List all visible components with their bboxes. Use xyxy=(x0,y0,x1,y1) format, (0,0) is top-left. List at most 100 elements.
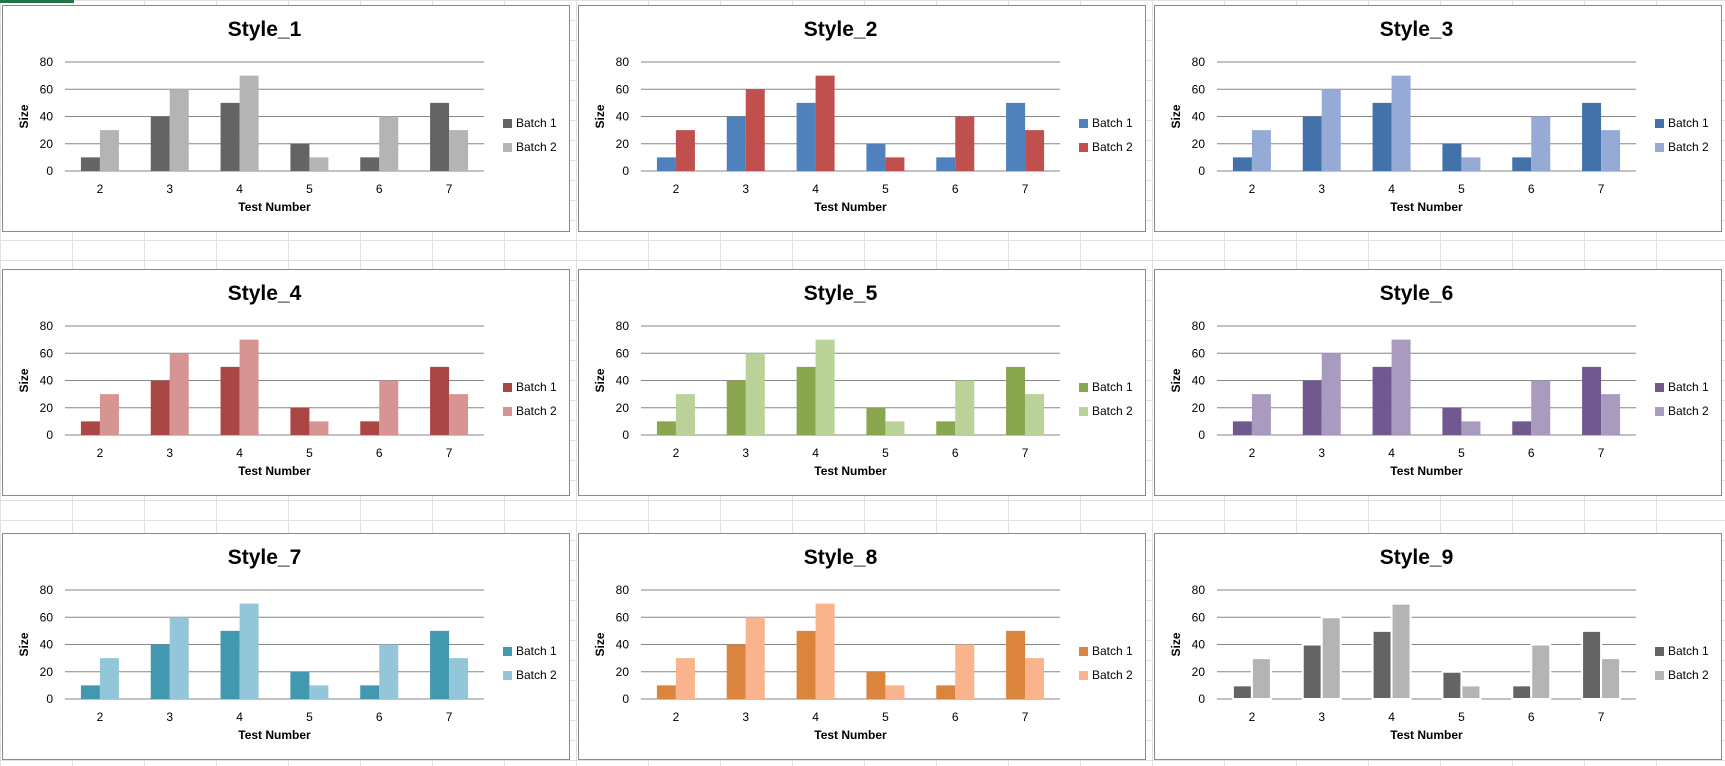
bar-batch-1 xyxy=(1372,102,1392,171)
chart-title: Style_2 xyxy=(804,18,878,41)
y-tick-label: 60 xyxy=(40,346,54,360)
legend-label: Batch 1 xyxy=(516,116,557,130)
bar-batch-2 xyxy=(239,339,259,435)
y-tick-label: 0 xyxy=(1198,164,1205,178)
x-tick-label: 5 xyxy=(306,446,313,460)
bar-batch-1 xyxy=(796,366,816,435)
x-tick-label: 4 xyxy=(236,710,243,724)
bar-batch-1 xyxy=(430,366,450,435)
chart-svg: Style_4 0 20 40 60 80 2 3 4 5 6 7 Test Number Size Bat… xyxy=(17,282,557,478)
legend-label: Batch 2 xyxy=(516,140,557,154)
bar-batch-2 xyxy=(99,130,119,171)
x-tick-label: 6 xyxy=(1528,710,1535,724)
bar-batch-2 xyxy=(885,421,905,435)
legend-label: Batch 1 xyxy=(1092,116,1133,130)
bar-batch-1 xyxy=(150,116,170,171)
x-tick-label: 2 xyxy=(1249,182,1256,196)
y-tick-label: 60 xyxy=(616,82,630,96)
y-tick-label: 80 xyxy=(1192,583,1206,597)
bar-batch-1 xyxy=(430,102,450,171)
bar-batch-2 xyxy=(1600,657,1622,700)
chart-panel-2[interactable]: Style_2 0 20 40 60 80 2 3 4 5 6 7 Test Number Size Bat… xyxy=(578,5,1146,232)
x-tick-label: 6 xyxy=(952,446,959,460)
y-tick-label: 60 xyxy=(1192,346,1206,360)
y-tick-label: 20 xyxy=(40,137,54,151)
legend-swatch xyxy=(1079,671,1088,680)
bar-batch-1 xyxy=(1511,684,1533,700)
bar-batch-1 xyxy=(866,143,886,171)
y-tick-label: 80 xyxy=(616,319,630,333)
legend-label: Batch 2 xyxy=(1092,404,1133,418)
bar-batch-1 xyxy=(656,421,676,435)
y-tick-label: 40 xyxy=(616,638,630,652)
chart-title: Style_6 xyxy=(1380,282,1454,305)
legend-label: Batch 1 xyxy=(1668,644,1709,658)
y-tick-label: 0 xyxy=(46,428,53,442)
x-tick-label: 2 xyxy=(97,446,104,460)
x-tick-label: 5 xyxy=(306,182,313,196)
bar-batch-2 xyxy=(449,658,469,699)
x-axis-label: Test Number xyxy=(1390,464,1463,478)
y-tick-label: 40 xyxy=(616,110,630,124)
chart-panel-6[interactable]: Style_6 0 20 40 60 80 2 3 4 5 6 7 Test Number Size Bat… xyxy=(1154,269,1722,496)
x-axis-label: Test Number xyxy=(1390,728,1463,742)
y-tick-label: 80 xyxy=(40,55,54,69)
legend-swatch xyxy=(1079,647,1088,656)
legend-swatch xyxy=(503,119,512,128)
bar-batch-1 xyxy=(1581,629,1603,700)
bar-batch-2 xyxy=(449,130,469,171)
y-tick-label: 0 xyxy=(1198,692,1205,706)
x-tick-label: 5 xyxy=(1458,446,1465,460)
y-tick-label: 40 xyxy=(1192,110,1206,124)
y-tick-label: 0 xyxy=(622,428,629,442)
y-tick-label: 80 xyxy=(40,583,54,597)
chart-panel-4[interactable]: Style_4 0 20 40 60 80 2 3 4 5 6 7 Test Number Size Bat… xyxy=(2,269,570,496)
bar-batch-1 xyxy=(1006,102,1026,171)
x-tick-label: 7 xyxy=(446,446,453,460)
x-axis-label: Test Number xyxy=(238,728,311,742)
x-tick-label: 5 xyxy=(306,710,313,724)
bar-batch-2 xyxy=(1391,75,1411,171)
y-tick-label: 60 xyxy=(616,610,630,624)
bar-batch-1 xyxy=(936,685,956,699)
bar-batch-1 xyxy=(1512,421,1532,435)
bar-batch-2 xyxy=(1601,394,1621,435)
x-tick-label: 4 xyxy=(812,710,819,724)
bar-batch-2 xyxy=(1391,339,1411,435)
x-tick-label: 3 xyxy=(1318,182,1325,196)
x-tick-label: 4 xyxy=(1388,446,1395,460)
x-tick-label: 6 xyxy=(952,710,959,724)
bar-batch-1 xyxy=(80,157,100,171)
chart-panel-9[interactable]: Style_9 0 20 40 60 80 2 3 4 5 6 7 Test Number Size Bat… xyxy=(1154,533,1722,760)
y-tick-label: 40 xyxy=(40,110,54,124)
y-axis-label: Size xyxy=(17,104,31,128)
chart-panel-8[interactable]: Style_8 0 20 40 60 80 2 3 4 5 6 7 Test Number Size Bat… xyxy=(578,533,1146,760)
bar-batch-1 xyxy=(290,671,310,699)
y-tick-label: 40 xyxy=(1192,638,1206,652)
y-tick-label: 80 xyxy=(40,319,54,333)
chart-panel-3[interactable]: Style_3 0 20 40 60 80 2 3 4 5 6 7 Test Number Size Bat… xyxy=(1154,5,1722,232)
bar-batch-2 xyxy=(675,658,695,699)
x-tick-label: 4 xyxy=(1388,182,1395,196)
bar-batch-1 xyxy=(1232,157,1252,171)
x-axis-label: Test Number xyxy=(814,464,887,478)
y-tick-label: 0 xyxy=(622,164,629,178)
x-tick-label: 7 xyxy=(446,182,453,196)
x-tick-label: 5 xyxy=(882,446,889,460)
legend-swatch xyxy=(1655,407,1664,416)
legend-swatch xyxy=(1079,407,1088,416)
bar-batch-2 xyxy=(309,685,329,699)
y-tick-label: 0 xyxy=(46,164,53,178)
y-axis-label: Size xyxy=(17,632,31,656)
bar-batch-2 xyxy=(1251,394,1271,435)
y-tick-label: 40 xyxy=(1192,374,1206,388)
bar-batch-1 xyxy=(1302,116,1322,171)
bar-batch-1 xyxy=(360,157,380,171)
chart-panel-5[interactable]: Style_5 0 20 40 60 80 2 3 4 5 6 7 Test Number Size Bat… xyxy=(578,269,1146,496)
bar-batch-1 xyxy=(1232,421,1252,435)
chart-panel-1[interactable]: Style_1 0 20 40 60 80 2 3 4 5 6 7 Test Number Size Bat… xyxy=(2,5,570,232)
bar-batch-2 xyxy=(1531,116,1551,171)
legend-swatch xyxy=(1079,383,1088,392)
bar-batch-2 xyxy=(1251,130,1271,171)
chart-panel-7[interactable]: Style_7 0 20 40 60 80 2 3 4 5 6 7 Test Number Size Bat… xyxy=(2,533,570,760)
